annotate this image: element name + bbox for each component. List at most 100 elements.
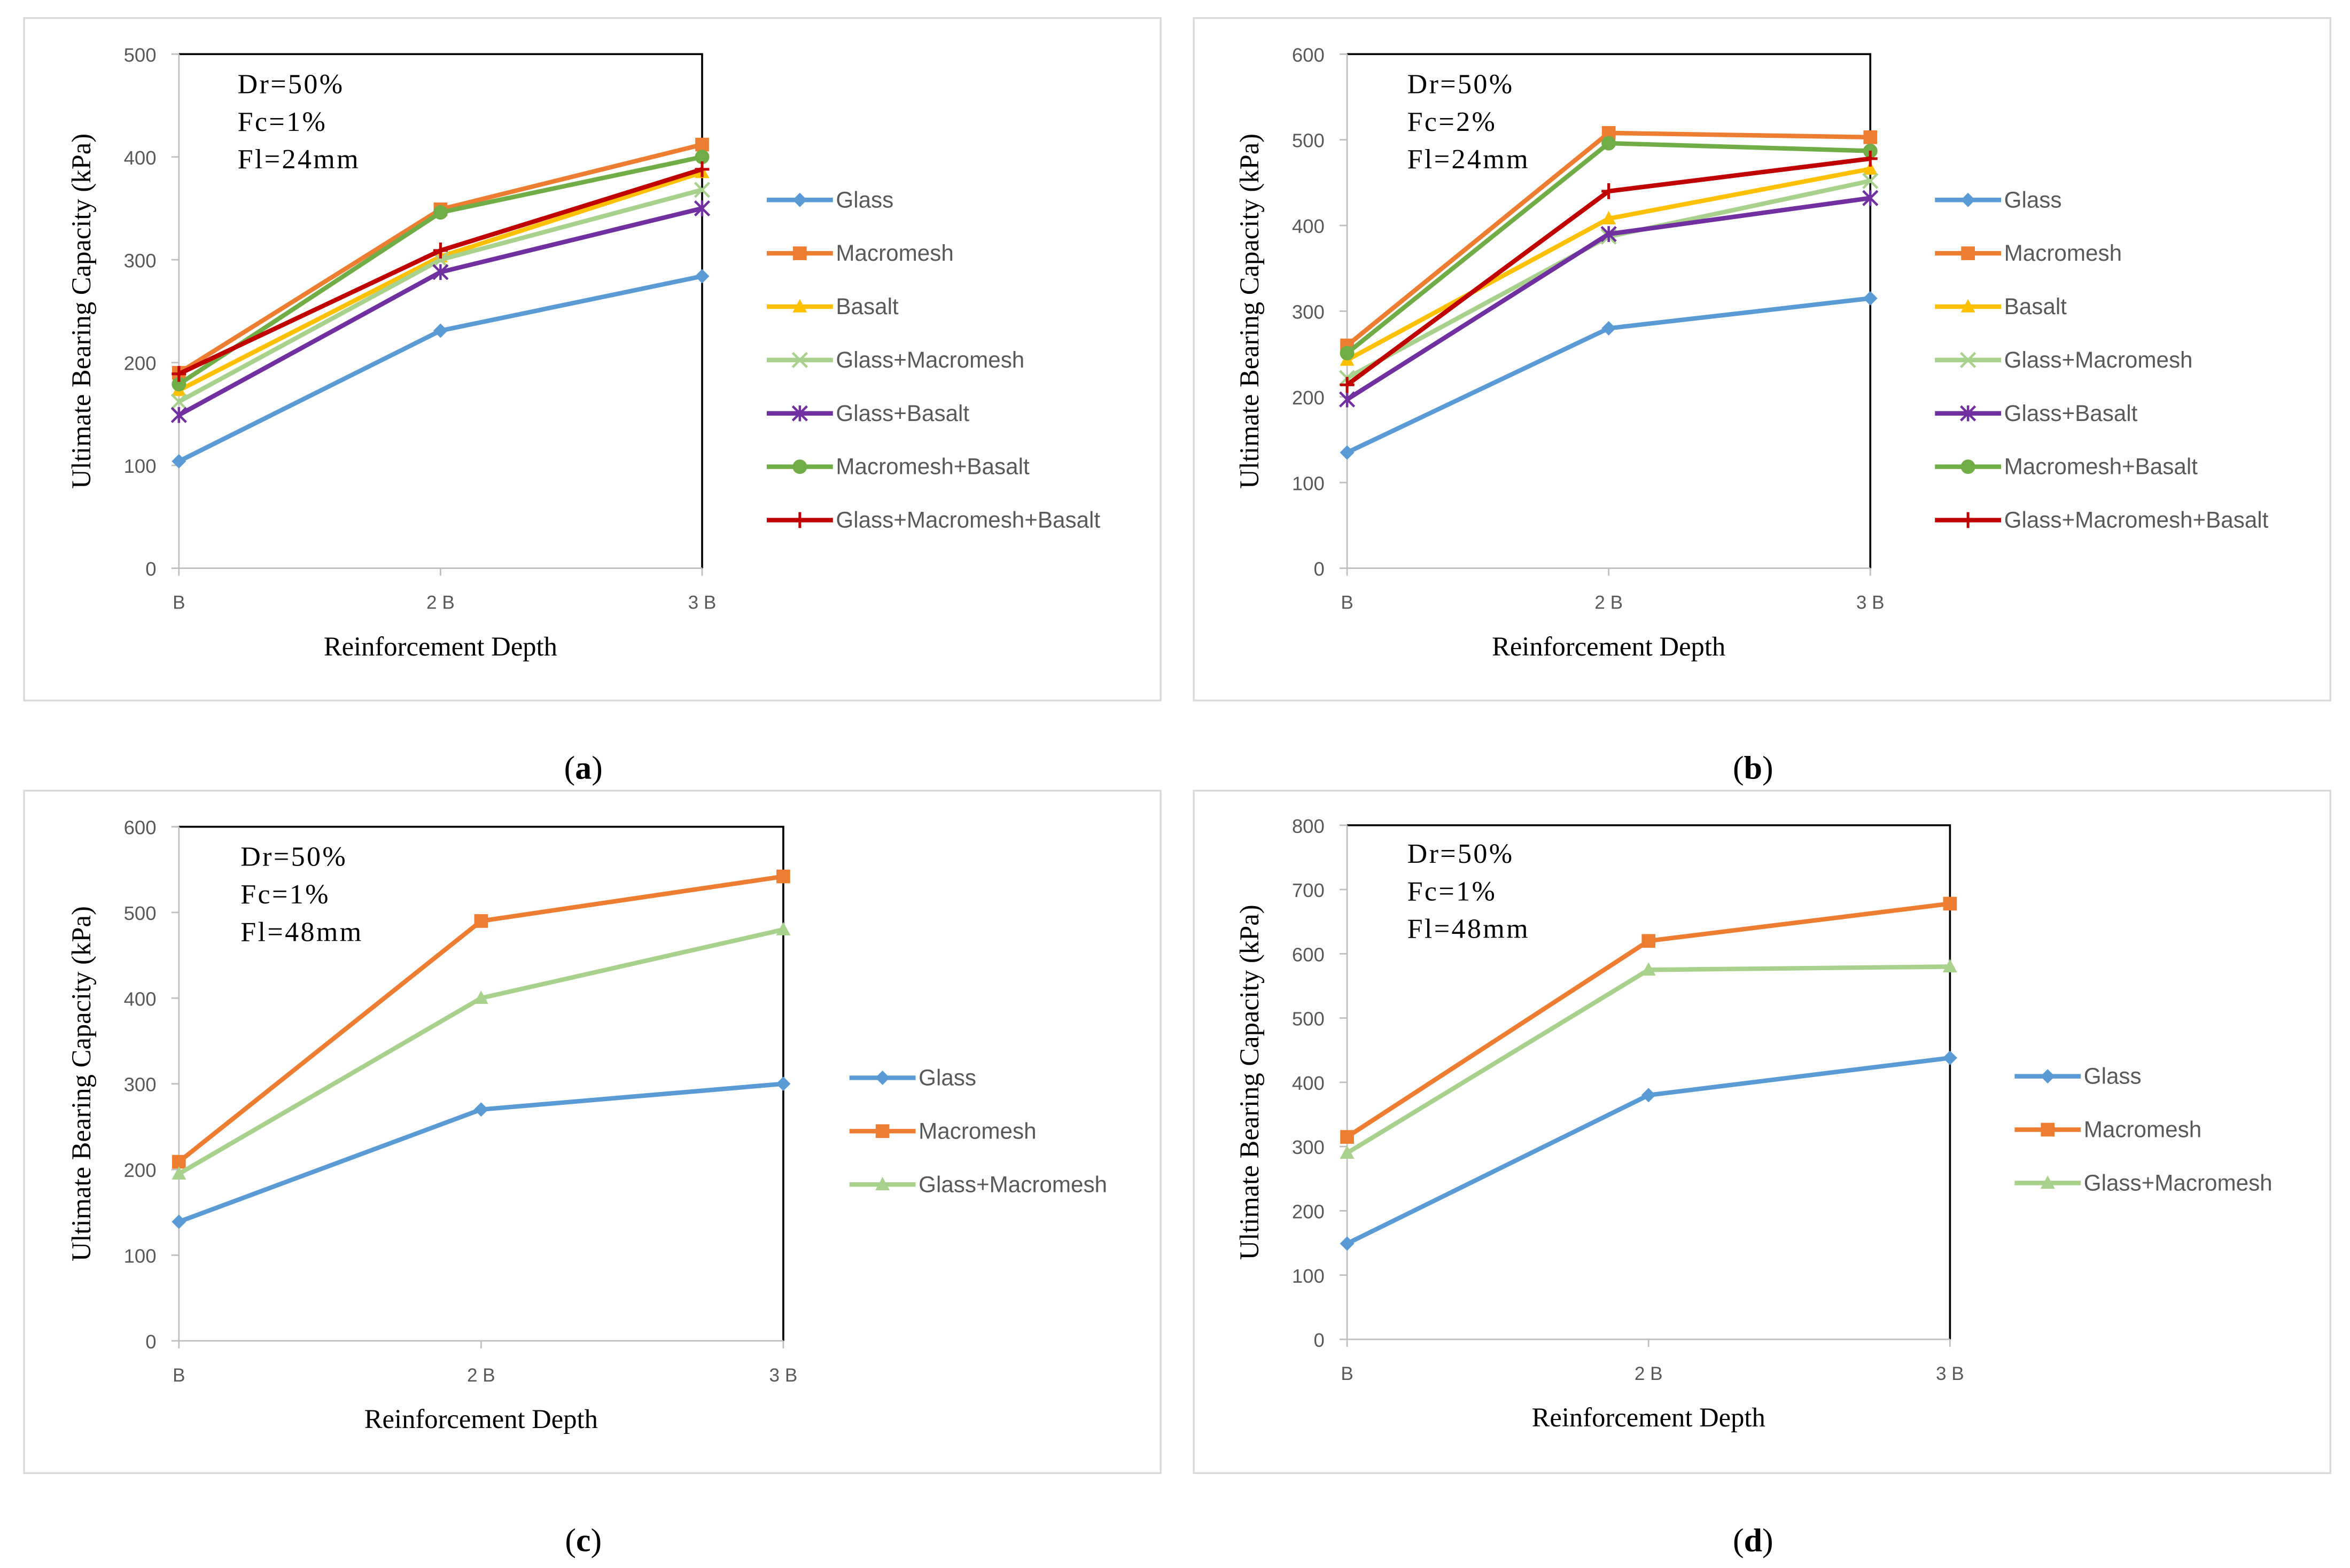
data-point [694, 200, 711, 217]
parameter-annotation: Fc=2% [1407, 107, 1497, 137]
parameter-annotation: Dr=50% [1407, 839, 1514, 869]
legend-label: Macromesh [2084, 1117, 2201, 1142]
data-point [1942, 959, 1957, 973]
x-axis-title: Reinforcement Depth [1492, 631, 1725, 661]
data-point [1641, 934, 1656, 948]
legend: Glass Macromesh Glass+Macromesh [849, 1065, 1107, 1197]
data-point [776, 922, 791, 935]
legend: Glass Macromesh Basalt Glass+Macromesh Glass… [766, 187, 1100, 533]
parameter-annotation: Dr=50% [240, 842, 347, 872]
legend-swatch-marker [1960, 512, 1975, 528]
legend-swatch-marker [875, 1177, 890, 1191]
y-tick-label: 200 [124, 1159, 157, 1181]
legend-swatch-marker [2040, 1069, 2055, 1084]
legend-swatch-marker [875, 1070, 890, 1085]
data-point [1340, 1130, 1354, 1144]
data-point [1641, 1088, 1656, 1103]
panel-caption: (d) [1733, 1523, 1773, 1559]
legend-label: Basalt [836, 294, 899, 319]
data-point [695, 269, 710, 284]
data-point [1340, 346, 1355, 361]
legend-swatch-marker [1960, 299, 1975, 313]
chart-panel-b: 0 100 200 300 400 500 600 B 2 B 3 B Reinforcement … [1193, 17, 2331, 786]
plot-area-border [178, 825, 784, 1341]
data-point [776, 1076, 791, 1091]
legend-swatch-marker [792, 299, 807, 313]
panel-caption: (b) [1733, 750, 1773, 786]
parameter-annotation: Fc=1% [238, 107, 328, 137]
data-point [1600, 225, 1617, 243]
data-point [1943, 896, 1957, 911]
y-tick-label: 300 [1292, 1136, 1325, 1158]
legend-swatch-marker [793, 246, 807, 260]
data-point [1641, 962, 1656, 976]
chart-panel-d: 0 100 200 300 400 500 600 700 800 B 2 B 3 B Reinforc… [1193, 790, 2331, 1559]
series-glass-basalt [170, 200, 711, 423]
x-tick-label: B [173, 1365, 185, 1386]
data-point [694, 182, 711, 198]
y-axis-title: Ultimate Bearing Capacity (kPa) [66, 906, 96, 1261]
data-point [1340, 1236, 1355, 1251]
legend-label: Glass [836, 187, 893, 212]
data-point [172, 454, 186, 469]
series-glass-macromesh-basalt [172, 161, 710, 382]
y-tick-label: 400 [1292, 215, 1325, 237]
x-tick-label: B [1341, 592, 1353, 613]
data-point [1601, 321, 1616, 336]
legend-label: Glass+Basalt [836, 401, 969, 426]
parameter-annotation: Dr=50% [1407, 69, 1514, 99]
x-tick-label: B [1341, 1363, 1353, 1384]
plot-area-border [1347, 824, 1951, 1340]
series-glass [172, 1076, 791, 1229]
data-point [170, 393, 187, 410]
data-point [1942, 1050, 1957, 1065]
data-point [1340, 1145, 1355, 1159]
legend-label: Macromesh [2004, 240, 2122, 266]
y-axis-title: Ultimate Bearing Capacity (kPa) [1234, 134, 1264, 489]
y-axis-title: Ultimate Bearing Capacity (kPa) [66, 134, 96, 489]
series-macromesh [172, 869, 790, 1169]
x-tick-label: B [173, 592, 185, 613]
legend-swatch-marker [2040, 1175, 2055, 1189]
y-tick-label: 700 [1292, 879, 1325, 901]
series-macromesh-basalt [1340, 136, 1878, 361]
legend-swatch-marker [1960, 459, 1975, 474]
series-basalt [1340, 161, 1878, 366]
data-point [695, 161, 710, 177]
y-tick-label: 600 [124, 817, 157, 839]
y-tick-label: 500 [124, 44, 157, 66]
legend-swatch-marker [1961, 246, 1975, 260]
x-tick-label: 3 B [1936, 1363, 1964, 1384]
x-tick-label: 2 B [1594, 592, 1623, 613]
parameter-annotation: Dr=50% [238, 69, 345, 99]
parameter-annotation: Fl=24mm [238, 144, 360, 175]
series-macromesh [1340, 896, 1957, 1144]
x-tick-label: 3 B [769, 1365, 798, 1386]
y-tick-label: 0 [145, 1331, 156, 1353]
panel-caption: (a) [564, 750, 603, 786]
y-tick-label: 0 [1314, 558, 1325, 580]
series-glass-macromesh-basalt [1340, 151, 1878, 393]
legend-label: Glass+Macromesh+Basalt [836, 508, 1100, 533]
legend-swatch-marker [792, 512, 807, 528]
data-point [1601, 183, 1616, 199]
x-tick-label: 2 B [467, 1365, 495, 1386]
data-point [1339, 391, 1356, 408]
legend-swatch-marker [1960, 405, 1977, 422]
data-point [474, 914, 488, 928]
y-tick-label: 600 [1292, 943, 1325, 965]
legend-label: Macromesh+Basalt [836, 454, 1030, 479]
y-tick-label: 100 [124, 455, 157, 477]
chart-panel-c: 0 100 200 300 400 500 600 B 2 B 3 B Reinforcement … [23, 790, 1162, 1559]
y-tick-label: 600 [1292, 44, 1325, 66]
legend-swatch-marker [875, 1124, 890, 1138]
legend-label: Macromesh+Basalt [2004, 454, 2198, 479]
data-point [432, 264, 449, 280]
data-point [776, 869, 790, 884]
y-tick-label: 200 [1292, 387, 1325, 409]
parameter-annotation: Fl=48mm [240, 917, 363, 947]
legend-label: Glass+Macromesh [836, 347, 1024, 372]
legend-label: Glass [2084, 1064, 2142, 1089]
x-tick-label: 3 B [1856, 592, 1885, 613]
